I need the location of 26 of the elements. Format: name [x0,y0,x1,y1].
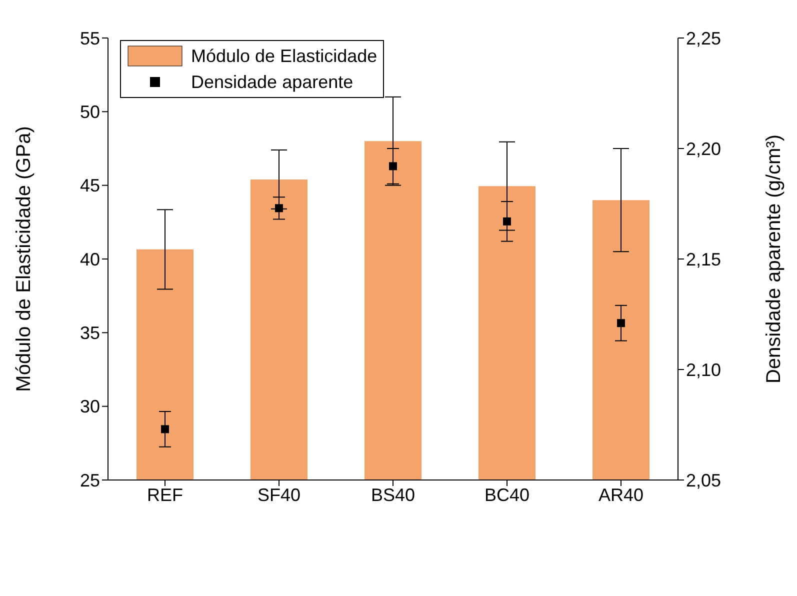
y-tick-label: 45 [80,176,100,196]
y-tick-label: 55 [80,28,100,48]
y2-tick-label: 2,20 [686,138,722,159]
y-tick-label: 50 [80,102,100,122]
x-tick-label: BS40 [370,484,416,505]
x-tick-label: BC40 [484,484,530,505]
x-tick-label: SF40 [257,484,301,505]
y-axis-title: Módulo de Elasticidade (GPa) [13,126,36,392]
y-tick-label: 40 [80,249,100,270]
y-tick-label: 30 [80,396,100,417]
y-tick-label: 25 [80,470,100,490]
y2-tick-label: 2,05 [686,470,722,490]
y2-tick-label: 2,25 [686,28,722,48]
point [503,217,511,226]
point [161,425,169,434]
legend-label: Módulo de Elasticidade [191,46,378,66]
x-tick-label: REF [147,484,184,505]
y2-tick-label: 2,10 [686,360,722,380]
point [275,204,283,212]
legend-label: Densidade aparente [191,72,354,92]
x-tick-label: AR40 [598,484,644,505]
y2-axis-title: Densidade aparente (g/cm³) [763,134,786,384]
point [389,162,397,170]
point [617,319,625,328]
y2-tick-label: 2,15 [686,249,722,270]
y-tick-label: 35 [80,323,100,344]
